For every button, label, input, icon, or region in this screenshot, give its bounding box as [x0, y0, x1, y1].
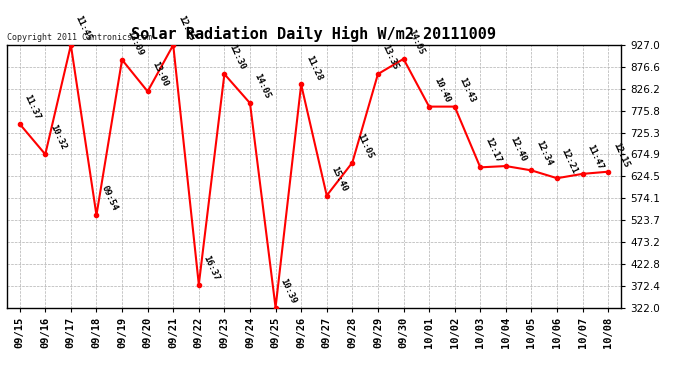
Text: 12:17: 12:17 [483, 136, 502, 165]
Text: 13:00: 13:00 [150, 60, 170, 88]
Text: 10:40: 10:40 [432, 76, 451, 104]
Text: 10:39: 10:39 [278, 276, 298, 305]
Text: 12:34: 12:34 [534, 140, 554, 168]
Text: 11:28: 11:28 [304, 54, 324, 82]
Text: 12:30: 12:30 [227, 43, 247, 71]
Text: 13:43: 13:43 [457, 76, 477, 104]
Text: 12:15: 12:15 [611, 141, 631, 169]
Text: 16:37: 16:37 [201, 254, 221, 282]
Text: 11:47: 11:47 [585, 143, 605, 171]
Title: Solar Radiation Daily High W/m2 20111009: Solar Radiation Daily High W/m2 20111009 [132, 27, 496, 42]
Text: 12:40: 12:40 [509, 135, 528, 163]
Text: 14:05: 14:05 [253, 72, 273, 100]
Text: 14:05: 14:05 [406, 28, 426, 56]
Text: 11:37: 11:37 [23, 93, 42, 121]
Text: 10:32: 10:32 [48, 123, 68, 152]
Text: 12:21: 12:21 [560, 147, 580, 176]
Text: 13:35: 13:35 [381, 43, 400, 71]
Text: 11:45: 11:45 [74, 14, 93, 42]
Text: 13:09: 13:09 [125, 29, 144, 57]
Text: 15:40: 15:40 [330, 165, 349, 193]
Text: 11:05: 11:05 [355, 132, 375, 160]
Text: 12:45: 12:45 [176, 14, 195, 42]
Text: Copyright 2011 Cantronics.com: Copyright 2011 Cantronics.com [7, 33, 152, 42]
Text: 09:54: 09:54 [99, 184, 119, 212]
